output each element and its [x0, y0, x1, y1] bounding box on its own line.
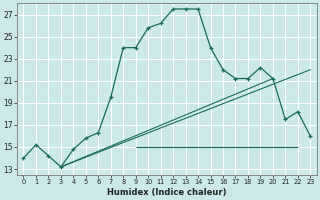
X-axis label: Humidex (Indice chaleur): Humidex (Indice chaleur) [107, 188, 227, 197]
